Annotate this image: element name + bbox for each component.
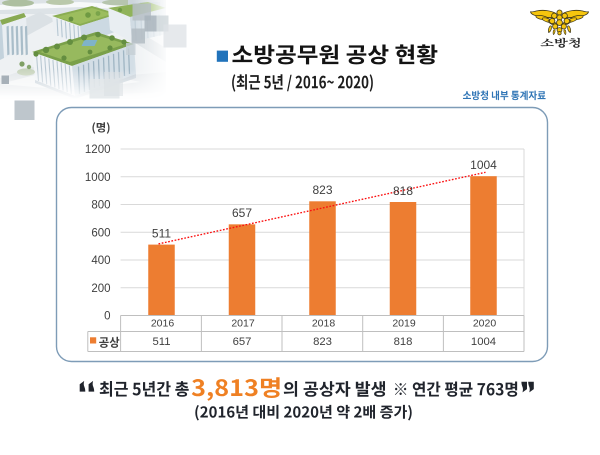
- svg-text:2020: 2020: [473, 317, 497, 329]
- svg-text:1004: 1004: [470, 158, 497, 172]
- svg-text:400: 400: [91, 255, 110, 267]
- svg-text:1004: 1004: [471, 336, 496, 348]
- svg-text:818: 818: [393, 184, 413, 198]
- svg-text:657: 657: [232, 206, 252, 220]
- svg-text:0: 0: [104, 311, 110, 323]
- svg-text:511: 511: [152, 336, 170, 348]
- svg-text:2019: 2019: [392, 317, 416, 329]
- svg-text:823: 823: [313, 336, 332, 348]
- svg-text:200: 200: [91, 283, 110, 295]
- svg-text:2016: 2016: [151, 317, 175, 329]
- svg-text:800: 800: [91, 200, 110, 212]
- svg-text:1200: 1200: [85, 144, 111, 156]
- svg-text:1000: 1000: [85, 172, 111, 184]
- svg-text:511: 511: [152, 226, 171, 240]
- svg-text:2017: 2017: [231, 317, 255, 329]
- svg-text:823: 823: [312, 183, 332, 197]
- svg-text:818: 818: [394, 336, 413, 348]
- svg-text:2018: 2018: [312, 317, 336, 329]
- svg-text:657: 657: [233, 336, 252, 348]
- svg-text:600: 600: [91, 227, 110, 239]
